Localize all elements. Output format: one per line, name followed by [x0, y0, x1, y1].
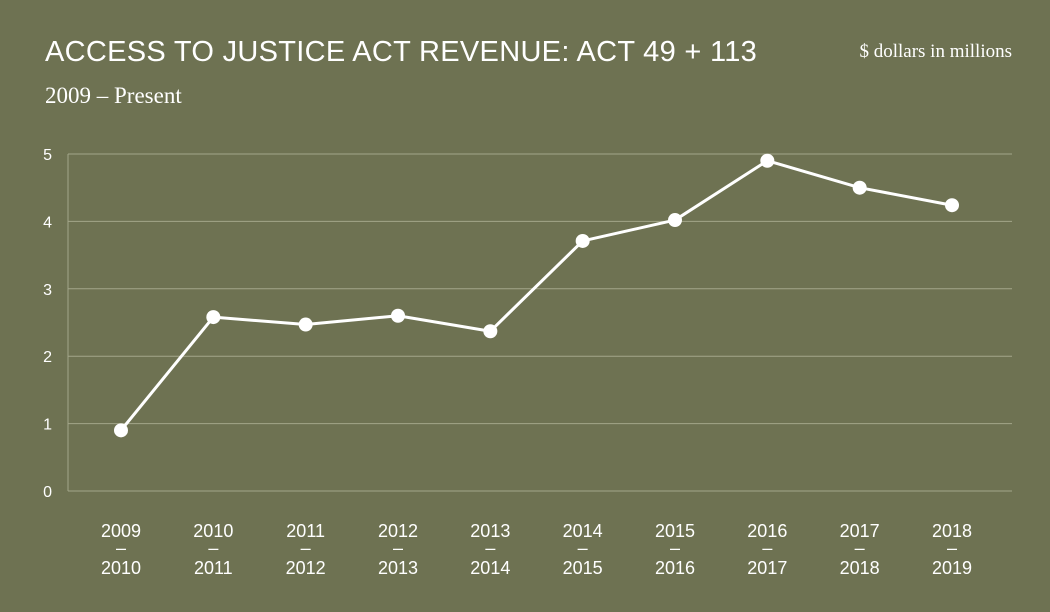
chart-title: ACCESS TO JUSTICE ACT REVENUE: ACT 49 + … [45, 36, 758, 68]
data-point [114, 423, 128, 438]
x-tick-label: 2018–2019 [932, 521, 972, 578]
x-tick-labels: 2009–2010 2010–2011 2011–2012 2012–2013 2013… [101, 521, 972, 578]
x-tick-label: 2017–2018 [840, 521, 880, 578]
y-tick-label: 5 [43, 147, 52, 164]
y-tick-label: 3 [43, 282, 52, 299]
data-point [391, 308, 405, 323]
series-line [119, 159, 953, 432]
x-tick-label: 2009–2010 [101, 521, 141, 578]
x-tick-label: 2011–2012 [286, 521, 326, 578]
unit-note: $ dollars in millions [859, 41, 1012, 62]
x-tick-label: 2015–2016 [655, 521, 695, 578]
y-tick-label: 0 [43, 484, 52, 501]
data-point [945, 198, 959, 213]
x-tick-label: 2010–2011 [193, 521, 233, 578]
x-tick-label: 2016–2017 [747, 521, 787, 578]
y-tick-label: 1 [43, 417, 52, 434]
x-tick-label: 2014–2015 [563, 521, 603, 578]
chart-subtitle: 2009 – Present [45, 83, 182, 108]
y-tick-labels: 0 1 2 3 4 5 [43, 147, 52, 501]
grid-lines [68, 153, 1012, 425]
x-tick-label: 2013–2014 [470, 521, 510, 578]
data-point [298, 317, 313, 332]
data-point [668, 213, 682, 228]
data-point [483, 324, 498, 339]
series-revenue [114, 153, 959, 438]
y-tick-label: 4 [43, 214, 52, 231]
y-tick-label: 2 [43, 349, 52, 366]
x-tick-label: 2012–2013 [378, 521, 418, 578]
data-point [760, 153, 775, 168]
data-point [575, 233, 590, 248]
data-point [206, 310, 221, 325]
data-point [852, 180, 867, 195]
axes [67, 154, 1012, 492]
